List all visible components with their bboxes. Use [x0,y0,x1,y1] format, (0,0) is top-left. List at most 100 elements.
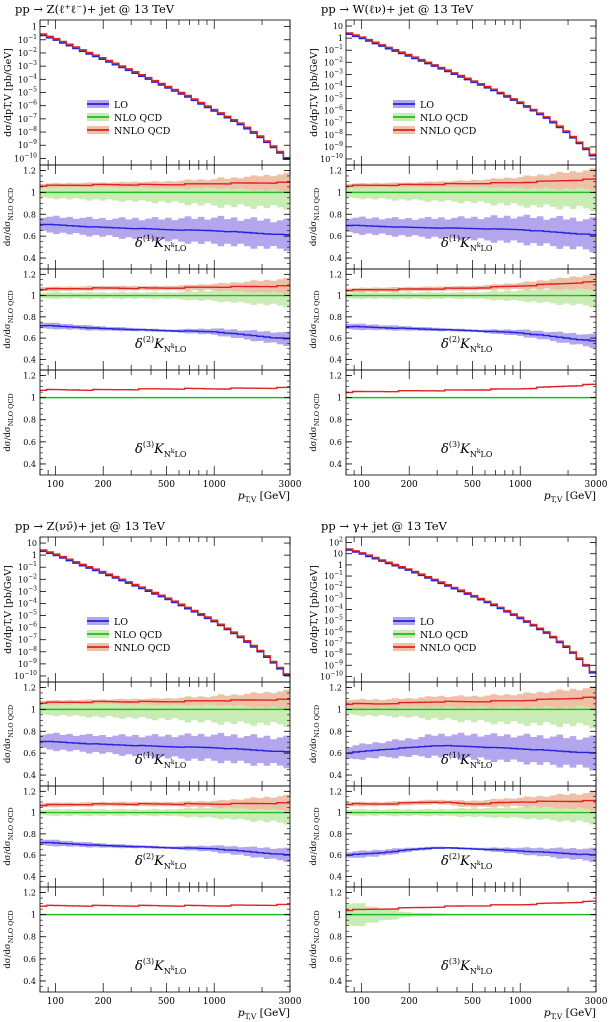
ratio-panel-2: 1.2 1 0.8 0.6 0.4 dσ/dσNLO QCD δ(2)KNkLO [309,785,597,888]
nnlo-ratio-line [40,181,290,187]
y-tick-label: 10 [27,539,37,548]
delta-k: K [153,236,165,251]
tick-exponent: −6 [334,105,343,112]
tick-base: 10 [14,672,24,681]
legend-label: NNLO QCD [420,126,477,137]
ratio-tick-label: 1 [337,911,342,920]
tick-base: 10 [18,563,28,572]
tick-exponent: −4 [334,80,343,87]
delta-symbol: δ [135,854,143,869]
y-tick-label: 10−7 [324,117,343,128]
ratio-ylabel: dσ/dσNLO QCD [3,188,15,246]
ratio-tick-label: 1.2 [329,372,342,381]
ratio-ylabel-sub: NLO QCD [7,188,15,221]
ratio-tick-label: 0.8 [329,313,342,322]
nnlo-band [40,689,290,710]
lo-ratio-line [346,224,596,236]
ratio-tick-label: 0.6 [329,334,342,343]
tick-base: 10 [324,82,334,91]
lo-ratio-line [40,324,290,340]
tick-base: 10 [324,46,334,55]
ratio-ylabel-sub: NLO QCD [313,393,321,426]
delta-symbol: δ [441,442,449,457]
delta-label: δ(3)KNkLO [135,957,187,976]
delta-sup: k [477,759,481,766]
delta-label: δ(2)KNkLO [135,335,187,354]
x-tick-label: 3000 [279,480,302,490]
y-tick-label: 10−9 [18,139,37,150]
tick-base: 10 [324,95,334,104]
legend: LO NLO QCD NNLO QCD [87,617,171,654]
ratio-ylabel-sub: NLO QCD [313,910,321,943]
delta-symbol: δ [441,854,449,869]
y-tick-label: 10−10 [320,670,343,681]
tick-exponent: −2 [28,573,37,580]
x-tick-label: 200 [401,480,418,490]
tick-exponent: −1 [334,570,343,577]
delta-sub: N [164,345,171,354]
nnlo-band [40,277,290,295]
delta-label: δ(1)KNkLO [135,751,187,770]
tick-exponent: −3 [28,60,37,67]
tick-base: 10 [18,49,28,58]
ratio-tick-label: 0.6 [329,955,342,964]
legend: LO NLO QCD NNLO QCD [87,100,171,137]
y-tick-label: 10−3 [324,68,343,79]
ratio-panel-3: 1.2 1 0.8 0.6 0.4 dσ/dσNLO QCD δ(3)KNkLO [3,369,291,476]
ratio-tick-label: 0.4 [329,254,342,263]
legend-label: NNLO QCD [420,643,477,654]
tick-base: 10 [18,636,28,645]
ratio-tick-label: 1.2 [23,270,36,279]
legend-label: NNLO QCD [114,643,171,654]
ratio-ylabel-sub: NLO QCD [7,393,15,426]
nnlo-band [346,791,596,811]
tick-exponent: −7 [28,634,37,641]
delta-sub: N [164,244,171,253]
ratio-tick-label: 0.8 [23,416,36,425]
ratio-tick-label: 0.4 [23,872,36,881]
lo-ratio-line [40,841,290,856]
tick-exponent: −4 [28,73,37,80]
y-tick-label: 10−3 [324,592,343,603]
delta-symbol: δ [441,753,449,768]
main-ylabel: dσ/dpT,V [pb/GeV] [3,565,14,654]
y-tick-label: 10−9 [324,141,343,152]
ratio-ylabel-main: dσ/dσ [309,323,319,349]
legend-label: LO [114,100,128,111]
delta-label: δ(3)KNkLO [135,440,187,459]
delta-k: K [153,959,165,974]
tick-base: 10 [18,587,28,596]
delta-order: (1) [143,751,154,760]
tick-base: 10 [18,575,28,584]
x-tick-label: 1000 [203,480,226,490]
ratio-ylabel-sub: NLO QCD [313,188,321,221]
delta-symbol: δ [135,753,143,768]
ratio-tick-label: 1.2 [23,166,36,175]
legend-label: LO [114,617,128,628]
x-tick-label: 100 [353,997,370,1007]
x-label-sub: T,V [551,1012,563,1021]
delta-label: δ(1)KNkLO [441,234,493,253]
x-tick-label: 3000 [279,997,302,1007]
nnlo-band [40,172,290,193]
ratio-tick-label: 0.6 [23,851,36,860]
tick-exponent: −2 [334,581,343,588]
delta-k: K [153,442,165,457]
x-tick-label: 100 [353,480,370,490]
ratio-tick-label: 0.8 [329,830,342,839]
lo-band [346,846,596,863]
delta-order: (3) [449,440,460,449]
delta-k: K [459,959,471,974]
panel-1: pp → Z(ℓ⁺ℓ⁻)+ jet @ 13 TeV110−110−210−31… [3,2,302,504]
lo-band [40,215,290,252]
tick-base: 10 [324,583,334,592]
y-tick-label: 10−5 [18,87,37,98]
y-tick-label: 10−1 [324,44,343,55]
ratio-tick-label: 0.4 [329,977,342,986]
ratio-tick-label: 1 [337,705,342,714]
y-tick-label: 10−8 [324,129,343,140]
ratio-ylabel-main: dσ/dσ [3,943,13,969]
ratio-tick-label: 0.4 [329,460,342,469]
ratio-tick-label: 1 [31,911,36,920]
